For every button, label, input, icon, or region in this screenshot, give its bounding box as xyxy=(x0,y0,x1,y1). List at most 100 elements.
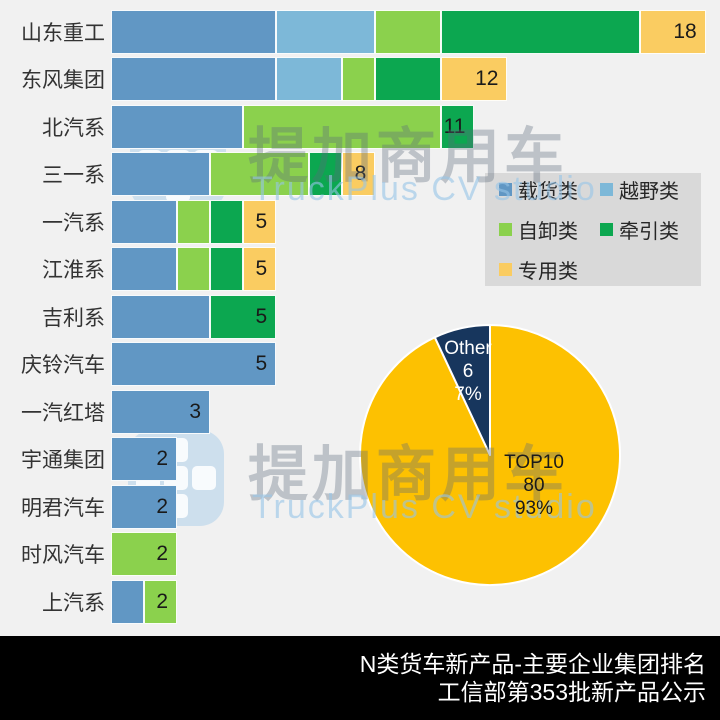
bar-segment xyxy=(111,9,277,54)
bar-value-label: 2 xyxy=(156,494,169,518)
stacked-bar: 3 xyxy=(111,389,211,434)
pie-label-top10: TOP10 80 93% xyxy=(484,451,584,520)
footer-title-line1: N类货车新产品-主要企业集团排名 xyxy=(359,651,706,677)
bar-segment xyxy=(441,104,475,149)
company-label: 明君汽车 xyxy=(21,496,105,520)
bar-segment xyxy=(210,247,244,291)
legend: 载货类 越野类 自卸类 牵引类 专用类 xyxy=(485,173,701,286)
bar-segment xyxy=(111,579,145,624)
bar-value-label: 5 xyxy=(255,209,268,233)
company-label: 庆铃汽车 xyxy=(21,354,105,377)
bar-row: 一汽系 5 xyxy=(0,198,720,245)
bar-value-label: 11 xyxy=(443,114,466,138)
bar-row: 山东重工 18 xyxy=(0,8,720,55)
legend-swatch-icon xyxy=(600,183,613,196)
legend-swatch-icon xyxy=(499,263,512,276)
bar-segment xyxy=(342,57,376,101)
bar-segment xyxy=(210,294,277,339)
bar-segment xyxy=(639,9,706,54)
pie-other-name: Other xyxy=(444,338,492,359)
bar-segment xyxy=(210,152,310,196)
footer-title-line2: 工信部第353批新产品公示 xyxy=(437,679,706,705)
bar-segment xyxy=(111,484,178,529)
stacked-bar: 2 xyxy=(111,484,178,529)
bar-segment xyxy=(243,199,277,244)
pie-label-other: Other 6 7% xyxy=(418,337,518,406)
pie-other-value: 6 xyxy=(462,361,474,382)
bar-value-label: 3 xyxy=(189,399,202,423)
bar-segment xyxy=(243,247,277,291)
bar-segment xyxy=(375,9,442,54)
watermark-brand-en: TruckPlus CV studio xyxy=(252,170,597,208)
bar-segment xyxy=(111,342,277,386)
company-label: 一汽红塔 xyxy=(21,401,105,425)
bar-segment xyxy=(111,199,178,244)
legend-swatch-icon xyxy=(600,223,613,236)
stacked-bar: 18 xyxy=(111,9,706,54)
bar-segment xyxy=(111,247,178,291)
stacked-bar: 5 xyxy=(111,294,277,339)
bar-value-label: 5 xyxy=(255,352,268,375)
bar-row: 三一系 8 xyxy=(0,151,720,198)
bar-segment xyxy=(375,57,442,101)
legend-item: 专用类 xyxy=(499,255,600,284)
bar-segment xyxy=(276,57,343,101)
legend-label: 自卸类 xyxy=(518,221,578,243)
bar-segment xyxy=(177,247,211,291)
bar-segment xyxy=(111,389,211,434)
bar-value-label: 8 xyxy=(354,162,367,185)
legend-swatch-icon xyxy=(499,223,512,236)
bar-segment xyxy=(111,294,211,339)
bar-segment xyxy=(441,9,640,54)
bar-value-label: 5 xyxy=(255,257,268,280)
pie-top10-pct: 93% xyxy=(514,498,554,519)
pie-top10-name: TOP10 xyxy=(504,452,564,473)
stacked-bar: 2 xyxy=(111,437,178,481)
bar-row: 东风集团 12 xyxy=(0,56,720,103)
footer-banner: N类货车新产品-主要企业集团排名 工信部第353批新产品公示 xyxy=(0,636,720,720)
stacked-bar: 11 xyxy=(111,104,475,149)
stacked-bar: 12 xyxy=(111,57,508,101)
pie-chart xyxy=(359,324,621,586)
bar-segment xyxy=(441,57,508,101)
bar-segment xyxy=(111,437,178,481)
bar-segment xyxy=(111,152,211,196)
legend-label: 专用类 xyxy=(518,261,578,283)
bar-row: 一汽红塔 3 xyxy=(0,388,720,435)
stacked-bar: 8 xyxy=(111,152,376,196)
stacked-bar: 2 xyxy=(111,579,178,624)
company-label: 上汽系 xyxy=(42,591,105,615)
bar-row: 时风汽车 2 xyxy=(0,531,720,578)
bar-row: 庆铃汽车 5 xyxy=(0,341,720,388)
bar-segment xyxy=(342,152,376,196)
bar-segment xyxy=(177,199,211,244)
company-label: 东风集团 xyxy=(21,69,105,92)
bar-row: 上汽系 2 xyxy=(0,578,720,625)
company-label: 一汽系 xyxy=(42,211,105,235)
legend-item: 牵引类 xyxy=(600,215,701,244)
bar-segment xyxy=(276,9,376,54)
bar-segment xyxy=(210,199,244,244)
company-label: 江淮系 xyxy=(42,259,105,282)
company-label: 宇通集团 xyxy=(21,449,105,472)
bar-segment xyxy=(111,57,277,101)
pie-top10-value: 80 xyxy=(523,475,545,496)
bar-segment xyxy=(144,579,178,624)
bar-value-label: 2 xyxy=(156,447,169,470)
stacked-bar: 5 xyxy=(111,247,277,291)
company-label: 山东重工 xyxy=(21,21,105,45)
legend-item: 越野类 xyxy=(600,175,701,204)
stacked-bar: 2 xyxy=(111,532,178,576)
bar-row: 宇通集团 2 xyxy=(0,436,720,483)
company-label: 吉利系 xyxy=(42,306,105,330)
bar-segment xyxy=(243,104,442,149)
legend-label: 牵引类 xyxy=(619,221,679,243)
bar-value-label: 18 xyxy=(673,19,697,43)
bar-value-label: 2 xyxy=(156,589,169,613)
stacked-bar: 5 xyxy=(111,199,277,244)
legend-label: 越野类 xyxy=(619,181,679,203)
bar-value-label: 5 xyxy=(255,304,268,328)
bar-row: 江淮系 5 xyxy=(0,246,720,293)
bar-segment xyxy=(111,532,178,576)
